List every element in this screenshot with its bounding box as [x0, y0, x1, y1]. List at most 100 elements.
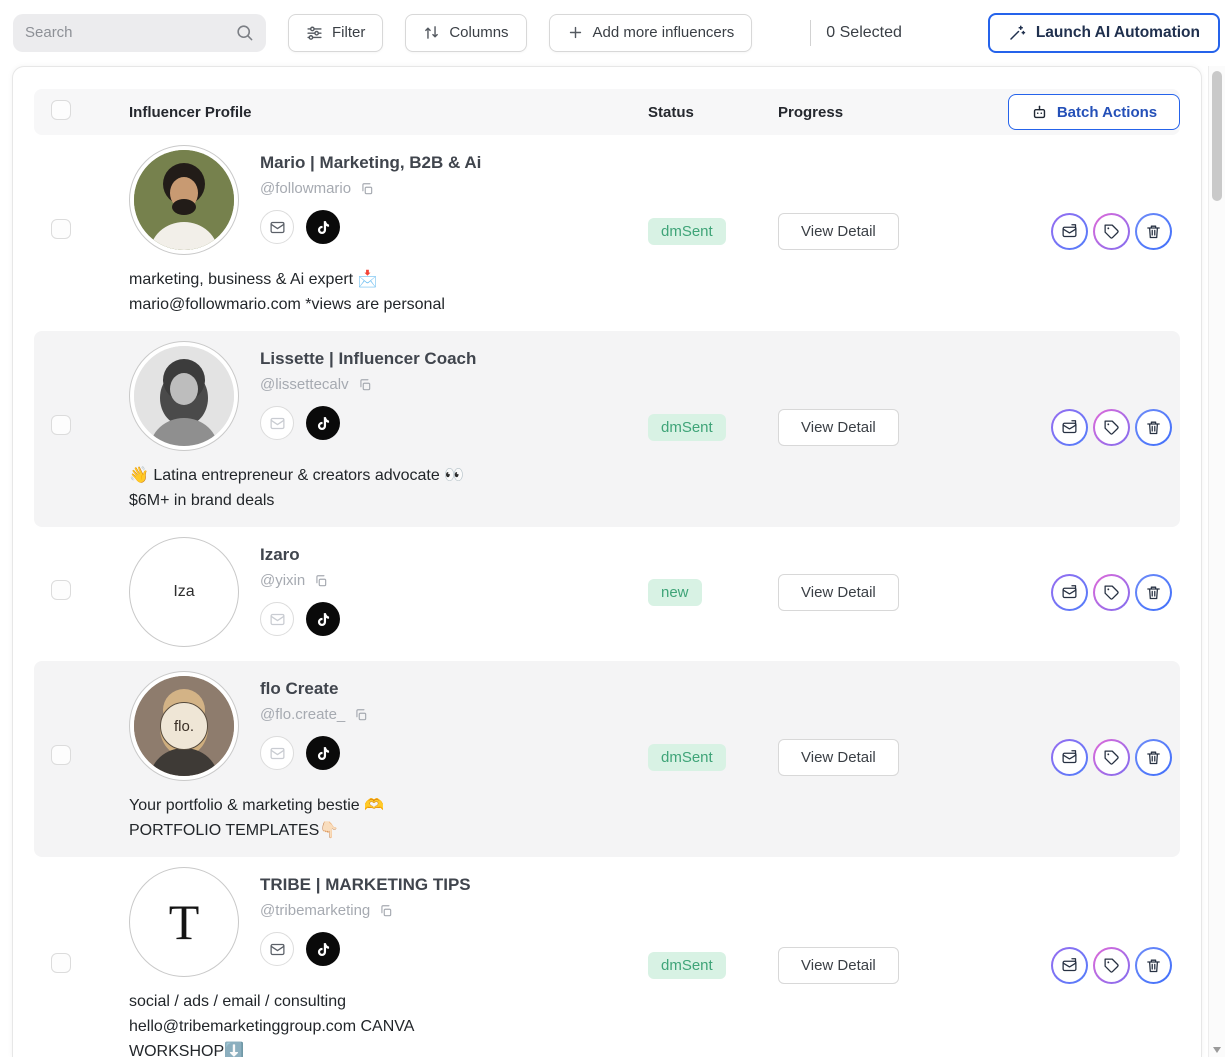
- search-input[interactable]: [25, 24, 235, 41]
- copy-icon[interactable]: [379, 904, 393, 918]
- tag-action-icon[interactable]: [1093, 947, 1130, 984]
- delete-action-icon[interactable]: [1135, 739, 1172, 776]
- column-header-progress: Progress: [778, 103, 844, 121]
- table-row: Lissette | Influencer Coach @lissettecal…: [34, 331, 1180, 527]
- avatar-label: Iza: [173, 583, 195, 600]
- table-header: Influencer Profile Status Progress Batch…: [34, 89, 1180, 135]
- tiktok-contact-icon[interactable]: [306, 602, 340, 636]
- influencer-handle: @flo.create_: [260, 706, 346, 723]
- columns-button[interactable]: Columns: [405, 13, 527, 52]
- select-all-checkbox[interactable]: [51, 99, 71, 120]
- view-detail-button[interactable]: View Detail: [778, 738, 899, 776]
- launch-ai-automation-label: Launch AI Automation: [1035, 23, 1200, 41]
- plus-icon: [569, 26, 581, 39]
- add-influencers-button[interactable]: Add more influencers: [548, 13, 753, 52]
- avatar: Iza: [129, 537, 239, 647]
- delete-action-icon[interactable]: [1135, 574, 1172, 611]
- row-checkbox[interactable]: [51, 218, 71, 239]
- status-badge: dmSent: [648, 952, 726, 979]
- influencer-name: flo Create: [260, 679, 339, 698]
- tag-action-icon[interactable]: [1093, 574, 1130, 611]
- avatar-badge: flo.: [160, 702, 208, 750]
- add-influencers-label: Add more influencers: [592, 24, 735, 41]
- delete-action-icon[interactable]: [1135, 947, 1172, 984]
- bio: 👋 Latina entrepreneur & creators advocat…: [129, 467, 465, 509]
- status-badge: dmSent: [648, 217, 726, 245]
- influencer-handle: @yixin: [260, 572, 306, 589]
- filter-label: Filter: [332, 24, 366, 41]
- avatar: [129, 145, 239, 255]
- copy-icon[interactable]: [358, 378, 372, 392]
- email-contact-icon[interactable]: [260, 736, 294, 770]
- influencer-handle: @followmario: [260, 180, 352, 197]
- robot-icon: [1033, 105, 1046, 118]
- table-body: Mario | Marketing, B2B & Ai @followmario: [34, 135, 1180, 1057]
- selection-summary: 0 Selected: [810, 19, 902, 46]
- column-header-status: Status: [648, 103, 694, 121]
- view-detail-button[interactable]: View Detail: [778, 408, 899, 446]
- row-checkbox[interactable]: [51, 744, 71, 765]
- selected-count: 0 Selected: [826, 23, 902, 41]
- search-box[interactable]: [13, 13, 266, 52]
- email-contact-icon[interactable]: [260, 932, 294, 966]
- view-detail-button[interactable]: View Detail: [778, 573, 899, 611]
- copy-icon[interactable]: [360, 182, 374, 196]
- send-dm-action-icon[interactable]: [1051, 947, 1088, 984]
- row-checkbox[interactable]: [51, 414, 71, 435]
- copy-icon[interactable]: [314, 574, 328, 588]
- tag-action-icon[interactable]: [1093, 409, 1130, 446]
- avatar: T: [129, 867, 239, 977]
- table-row: T TRIBE | MARKETING TIPS @tribemarketing: [34, 857, 1180, 1057]
- avatar-label: T: [168, 894, 200, 950]
- tag-action-icon[interactable]: [1093, 213, 1130, 250]
- tag-action-icon[interactable]: [1093, 739, 1130, 776]
- send-dm-action-icon[interactable]: [1051, 409, 1088, 446]
- tiktok-contact-icon[interactable]: [306, 932, 340, 966]
- influencer-name: Mario | Marketing, B2B & Ai: [260, 153, 482, 172]
- bio: social / ads / email / consulting hello@t…: [129, 993, 415, 1057]
- columns-icon: [425, 26, 439, 39]
- launch-ai-automation-button[interactable]: Launch AI Automation: [987, 12, 1220, 53]
- delete-action-icon[interactable]: [1135, 409, 1172, 446]
- avatar: [129, 341, 239, 451]
- delete-action-icon[interactable]: [1135, 213, 1172, 250]
- magic-wand-icon: [1010, 25, 1026, 40]
- table-row: flo. flo Create @flo.create_: [34, 661, 1180, 857]
- status-badge: new: [648, 578, 702, 606]
- search-icon: [237, 25, 253, 41]
- divider: [810, 19, 812, 46]
- batch-actions-button[interactable]: Batch Actions: [1008, 94, 1180, 130]
- tiktok-contact-icon[interactable]: [306, 736, 340, 770]
- avatar-person-illustration: [134, 346, 234, 446]
- tiktok-contact-icon[interactable]: [306, 406, 340, 440]
- influencer-table: Influencer Profile Status Progress Batch…: [12, 66, 1202, 1057]
- influencer-handle: @lissettecalv: [260, 376, 349, 393]
- send-dm-action-icon[interactable]: [1051, 739, 1088, 776]
- avatar-person-illustration: [134, 150, 234, 250]
- scrollbar[interactable]: [1208, 66, 1225, 1057]
- column-header-influencer-profile: Influencer Profile: [129, 103, 252, 121]
- email-contact-icon[interactable]: [260, 602, 294, 636]
- batch-actions-label: Batch Actions: [1056, 103, 1158, 121]
- send-dm-action-icon[interactable]: [1051, 213, 1088, 250]
- influencer-handle: @tribemarketing: [260, 902, 371, 919]
- email-contact-icon[interactable]: [260, 406, 294, 440]
- send-dm-action-icon[interactable]: [1051, 574, 1088, 611]
- bio: Your portfolio & marketing bestie 🫶 PORTF…: [129, 797, 385, 839]
- avatar: flo.: [129, 671, 239, 781]
- view-detail-button[interactable]: View Detail: [778, 947, 899, 984]
- influencer-name: TRIBE | MARKETING TIPS: [260, 875, 471, 894]
- scrollbar-down-arrow-icon[interactable]: [1213, 1047, 1221, 1053]
- influencer-name: Izaro: [260, 545, 300, 564]
- row-checkbox[interactable]: [51, 579, 71, 600]
- influencer-name: Lissette | Influencer Coach: [260, 349, 477, 368]
- view-detail-button[interactable]: View Detail: [778, 212, 899, 250]
- scrollbar-thumb[interactable]: [1212, 71, 1222, 201]
- tiktok-contact-icon[interactable]: [306, 210, 340, 244]
- email-contact-icon[interactable]: [260, 210, 294, 244]
- status-badge: dmSent: [648, 413, 726, 441]
- copy-icon[interactable]: [354, 708, 368, 722]
- filter-button[interactable]: Filter: [288, 13, 384, 52]
- filter-icon: [307, 26, 322, 40]
- row-checkbox[interactable]: [51, 953, 71, 973]
